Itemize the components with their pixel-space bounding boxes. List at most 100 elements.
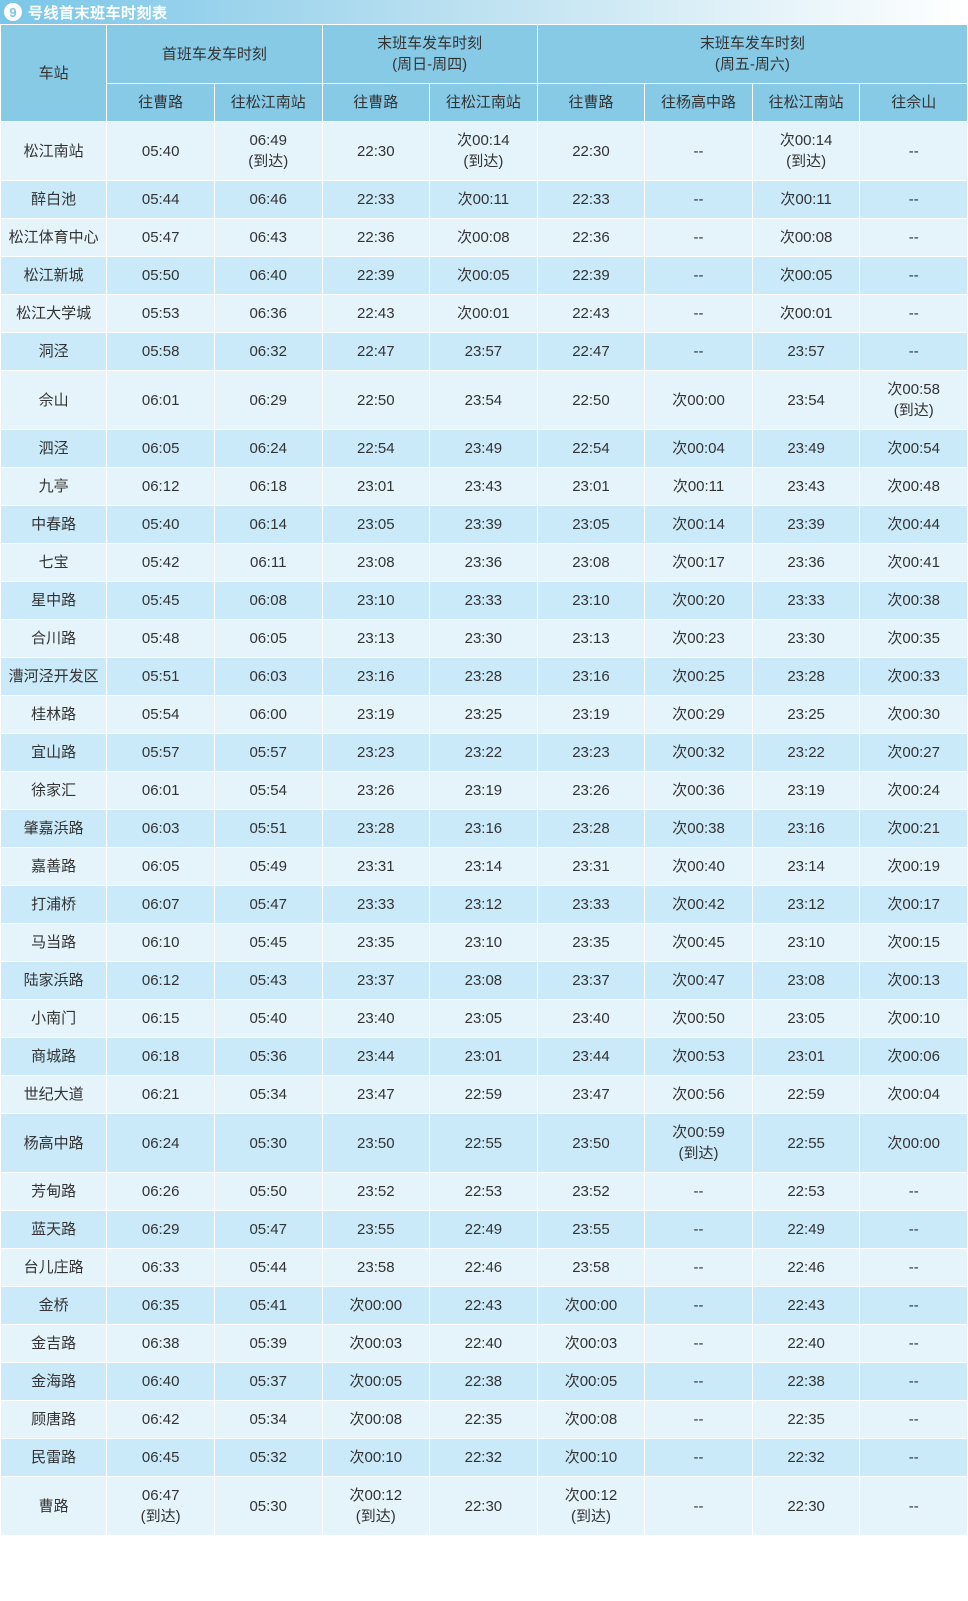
station-cell: 金海路 [1,1363,107,1401]
header-dir-sheshan: 往佘山 [860,84,968,122]
table-row: 松江体育中心05:4706:4322:36次00:0822:36--次00:08… [1,219,968,257]
time-cell: 次00:13 [860,962,968,1000]
time-cell: 05:47 [214,886,322,924]
time-cell: 23:10 [537,582,645,620]
table-row: 金吉路06:3805:39次00:0322:40次00:03--22:40-- [1,1325,968,1363]
time-cell: 23:10 [322,582,430,620]
time-cell: 23:10 [430,924,538,962]
time-cell: -- [645,1249,753,1287]
header-last-fri-sat-main: 末班车发车时刻 [700,35,805,52]
time-cell: -- [860,1249,968,1287]
time-cell: 23:50 [537,1114,645,1173]
header-last-fri-sat: 末班车发车时刻 (周五-周六) [537,25,967,84]
time-cell: 06:38 [107,1325,215,1363]
table-row: 小南门06:1505:4023:4023:0523:40次00:5023:05次… [1,1000,968,1038]
time-cell: 次00:56 [645,1076,753,1114]
time-cell: 次00:04 [860,1076,968,1114]
time-cell: 05:42 [107,544,215,582]
time-cell: 06:01 [107,371,215,430]
title-bar: 9 号线首末班车时刻表 [0,0,968,24]
time-cell: 22:53 [430,1173,538,1211]
time-cell: 次00:25 [645,658,753,696]
time-cell: 22:38 [752,1363,860,1401]
time-cell: -- [645,1173,753,1211]
time-cell: 23:16 [537,658,645,696]
time-cell: 次00:00 [860,1114,968,1173]
time-cell: 06:26 [107,1173,215,1211]
station-cell: 芳甸路 [1,1173,107,1211]
time-cell: 23:01 [537,468,645,506]
time-cell: 次00:17 [645,544,753,582]
time-cell: 次00:27 [860,734,968,772]
station-cell: 马当路 [1,924,107,962]
table-row: 蓝天路06:2905:4723:5522:4923:55--22:49-- [1,1211,968,1249]
time-cell: 次00:04 [645,430,753,468]
header-last-fri-sat-sub: (周五-周六) [715,56,790,73]
time-cell: 22:30 [752,1477,860,1536]
time-cell: 次00:45 [645,924,753,962]
station-cell: 世纪大道 [1,1076,107,1114]
time-cell: 23:12 [430,886,538,924]
header-last-sun-thu-main: 末班车发车时刻 [377,35,482,52]
station-cell: 醉白池 [1,181,107,219]
time-cell: 次00:47 [645,962,753,1000]
time-cell: 23:28 [752,658,860,696]
time-cell: 23:43 [752,468,860,506]
table-row: 松江南站05:4006:49(到达)22:30次00:14(到达)22:30--… [1,122,968,181]
time-cell: 次00:11 [645,468,753,506]
time-cell: 23:19 [752,772,860,810]
time-cell: 23:12 [752,886,860,924]
time-cell: 06:40 [214,257,322,295]
header-dir-sjnan-1: 往松江南站 [214,84,322,122]
time-cell: -- [645,1439,753,1477]
time-cell: 22:47 [322,333,430,371]
station-cell: 金吉路 [1,1325,107,1363]
time-cell: 22:49 [430,1211,538,1249]
time-cell: 06:46 [214,181,322,219]
time-cell: 23:52 [537,1173,645,1211]
time-cell: 22:35 [752,1401,860,1439]
station-cell: 陆家浜路 [1,962,107,1000]
time-cell: 次00:38 [860,582,968,620]
time-cell: 次00:08 [537,1401,645,1439]
time-cell: 23:28 [537,810,645,848]
time-cell: 次00:42 [645,886,753,924]
time-cell: 05:37 [214,1363,322,1401]
time-cell: 次00:30 [860,696,968,734]
table-row: 醉白池05:4406:4622:33次00:1122:33--次00:11-- [1,181,968,219]
time-cell: 23:47 [537,1076,645,1114]
time-cell: 23:35 [537,924,645,962]
time-cell: 23:13 [537,620,645,658]
time-cell: 05:49 [214,848,322,886]
time-cell: 05:44 [214,1249,322,1287]
table-row: 嘉善路06:0505:4923:3123:1423:31次00:4023:14次… [1,848,968,886]
station-cell: 打浦桥 [1,886,107,924]
header-dir-sjnan-3: 往松江南站 [752,84,860,122]
time-cell: 23:55 [537,1211,645,1249]
station-cell: 洞泾 [1,333,107,371]
time-cell: 23:19 [322,696,430,734]
time-cell: 05:51 [214,810,322,848]
header-dir-caolu-3: 往曹路 [537,84,645,122]
time-cell: 05:34 [214,1076,322,1114]
table-row: 漕河泾开发区05:5106:0323:1623:2823:16次00:2523:… [1,658,968,696]
time-cell: 23:16 [752,810,860,848]
timetable-body: 松江南站05:4006:49(到达)22:30次00:14(到达)22:30--… [1,122,968,1536]
time-cell: 次00:48 [860,468,968,506]
time-cell: 23:49 [752,430,860,468]
time-cell: 05:40 [214,1000,322,1038]
header-dir-caolu-2: 往曹路 [322,84,430,122]
time-cell: 06:14 [214,506,322,544]
time-cell: 次00:35 [860,620,968,658]
header-first: 首班车发车时刻 [107,25,322,84]
station-cell: 松江体育中心 [1,219,107,257]
time-cell: 23:01 [752,1038,860,1076]
time-cell: 06:05 [107,430,215,468]
time-cell: 次00:10 [322,1439,430,1477]
time-cell: 23:40 [322,1000,430,1038]
time-cell: -- [645,333,753,371]
time-cell: 23:37 [537,962,645,1000]
table-row: 金桥06:3505:41次00:0022:43次00:00--22:43-- [1,1287,968,1325]
time-cell: 次00:17 [860,886,968,924]
time-cell: 次00:12(到达) [537,1477,645,1536]
